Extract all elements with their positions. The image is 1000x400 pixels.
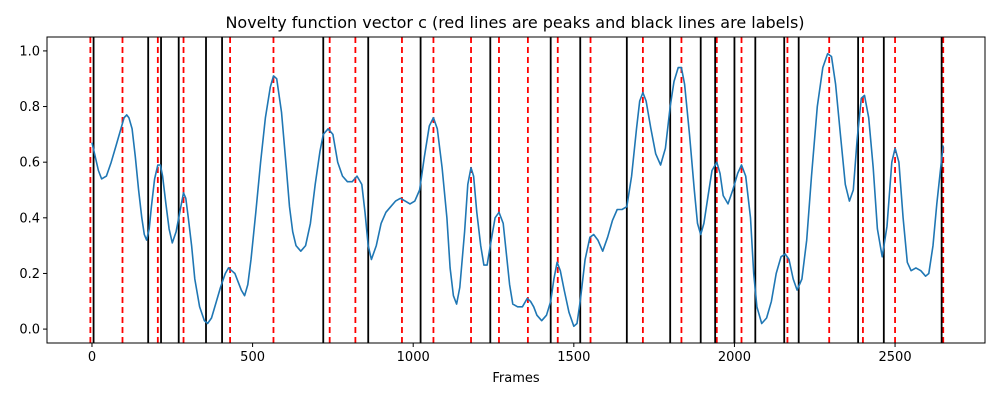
x-tick-label-2: 1000 bbox=[397, 350, 430, 365]
label-lines bbox=[92, 37, 943, 343]
series-group bbox=[91, 52, 944, 328]
y-tick-label-0: 0.0 bbox=[19, 323, 40, 338]
y-tick-label-4: 0.8 bbox=[19, 100, 40, 115]
x-tick-label-4: 2000 bbox=[718, 350, 751, 365]
plot-frame bbox=[46, 36, 986, 344]
x-axis-ticks: 0 500 1000 1500 2000 2500 bbox=[88, 343, 912, 365]
x-tick-label-3: 1500 bbox=[557, 350, 590, 365]
x-tick-label-0: 0 bbox=[88, 350, 96, 365]
y-tick-label-3: 0.6 bbox=[19, 156, 40, 171]
chart-title: Novelty function vector c (red lines are… bbox=[225, 13, 804, 32]
y-axis-ticks: 0.0 0.2 0.4 0.6 0.8 1.0 bbox=[19, 44, 47, 338]
novelty-series-line bbox=[91, 52, 944, 328]
x-tick-label-1: 500 bbox=[240, 350, 265, 365]
y-tick-label-5: 1.0 bbox=[19, 44, 40, 59]
y-tick-label-1: 0.2 bbox=[19, 267, 40, 282]
y-tick-label-2: 0.4 bbox=[19, 211, 40, 226]
x-tick-label-5: 2500 bbox=[879, 350, 912, 365]
x-axis-label: Frames bbox=[492, 371, 540, 386]
peak-lines bbox=[89, 37, 945, 343]
